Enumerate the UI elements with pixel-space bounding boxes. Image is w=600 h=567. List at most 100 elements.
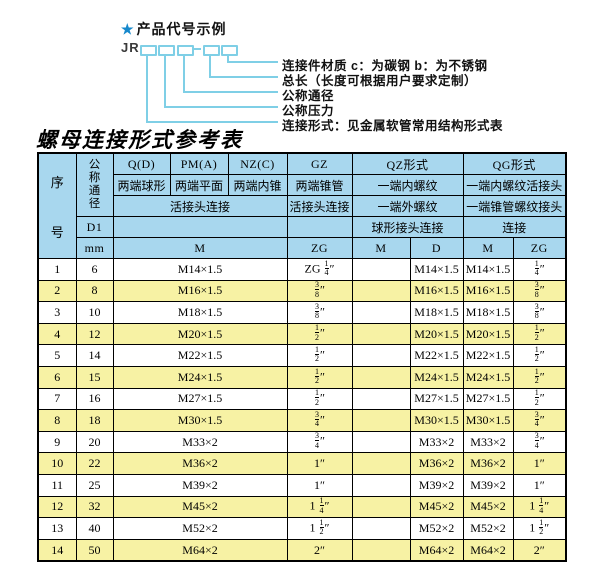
cell-qg_m: M16×1.5: [462, 279, 514, 303]
unit-header-qz-d: D: [409, 237, 464, 259]
table-row: 1 6 M14×1.5 ZG 1 4 ″ M14×1.5 M14×1.5 1 4 ″: [37, 258, 567, 281]
cell-zg: 1 2 ″: [286, 387, 353, 411]
cell-m: M18×1.5: [112, 301, 288, 324]
subheader-q-ends: 两端球形: [112, 174, 171, 196]
cell-m: M22×1.5: [112, 344, 288, 367]
table-row: 13 40 M52×2 1 1 2 ″ M52×2 M52×2 1 1 2 ″: [37, 517, 567, 540]
connector-line-v1: [146, 54, 148, 123]
cell-zg: 1″: [286, 473, 353, 497]
cell-qg_zg: 1″: [512, 473, 567, 497]
cell-m: M30×1.5: [112, 409, 288, 432]
cell-qz_m: [351, 538, 411, 562]
cell-seq: 1: [37, 258, 77, 281]
cell-qg_m: M33×2: [462, 430, 514, 454]
star-icon: ★: [121, 21, 135, 37]
cell-qz_d: M14×1.5: [409, 258, 464, 281]
cell-seq: 7: [37, 387, 77, 411]
connector-line-h3: [183, 91, 278, 93]
cell-qg_zg: 1″: [512, 452, 567, 475]
connector-line-v5: [227, 54, 229, 63]
col-header-nz: NZ(C): [227, 152, 288, 175]
unit-header-zg: ZG: [286, 237, 353, 259]
unit-header-m: M: [112, 237, 288, 259]
table-row: 8 18 M30×1.5 3 4 ″ M30×1.5 M30×1.5 3 4 ″: [37, 409, 567, 432]
cell-qg_zg: 1 4 ″: [512, 258, 567, 281]
cell-qz_m: [351, 279, 411, 303]
cell-qz_m: [351, 258, 411, 281]
connector-line-h1: [146, 121, 278, 123]
cell-qg_m: M39×2: [462, 473, 514, 497]
cell-m: M33×2: [112, 430, 288, 454]
cell-qg_zg: 1 2 ″: [512, 344, 567, 367]
unit-header-qz-m: M: [351, 237, 411, 259]
cell-qg_zg: 1 1 4 ″: [512, 495, 567, 519]
cell-seq: 12: [37, 495, 77, 519]
cell-qz_m: [351, 495, 411, 519]
cell-qg_zg: 1 1 2 ″: [512, 517, 567, 540]
col-header-gz: GZ: [286, 152, 353, 175]
cell-qg_zg: 2″: [512, 538, 567, 562]
table-row: 14 50 M64×2 2″ M64×2 M64×2 2″: [37, 538, 567, 562]
subheader-qz-outer-thread: 一端外螺纹: [351, 195, 464, 217]
table-row: 10 22 M36×2 1″ M36×2 M36×2 1″: [37, 452, 567, 475]
cell-seq: 4: [37, 322, 77, 346]
cell-qz_d: M20×1.5: [409, 322, 464, 346]
diagram-label-material: 连接件材质 c：为碳钢 b：为不锈钢: [282, 59, 488, 73]
table-row: 9 20 M33×2 3 4 ″ M33×2 M33×2 3 4 ″: [37, 430, 567, 454]
table-row: 5 14 M22×1.5 1 2 ″ M22×1.5 M22×1.5 1 2 ″: [37, 344, 567, 367]
code-dash: [193, 48, 201, 50]
cell-zg: 1 1 4 ″: [286, 495, 353, 519]
code-box-2: [158, 45, 175, 56]
cell-qz_m: [351, 301, 411, 324]
diagram-label-diameter: 公称通径: [282, 89, 335, 103]
cell-qz_m: [351, 409, 411, 432]
unit-header-mm: mm: [75, 237, 114, 259]
cell-m: M27×1.5: [112, 387, 288, 411]
subheader-qg-connection: 连接: [462, 216, 567, 238]
cell-qg_zg: 3 4 ″: [512, 409, 567, 432]
cell-qz_d: M39×2: [409, 473, 464, 497]
cell-seq: 2: [37, 279, 77, 303]
cell-qz_d: M22×1.5: [409, 344, 464, 367]
table-row: 12 32 M45×2 1 1 4 ″ M45×2 M45×2 1 1 4 ″: [37, 495, 567, 519]
code-box-3: [177, 45, 194, 56]
cell-seq: 11: [37, 473, 77, 497]
subheader-nz-ends: 两端内锥: [227, 174, 288, 196]
cell-dn_mm: 50: [75, 538, 114, 562]
cell-zg: 3 4 ″: [286, 409, 353, 432]
table-row: 6 15 M24×1.5 1 2 ″ M24×1.5 M24×1.5 1 2 ″: [37, 365, 567, 389]
table-row: 3 10 M18×1.5 3 8 ″ M18×1.5 M18×1.5 3 8 ″: [37, 301, 567, 324]
cell-seq: 13: [37, 517, 77, 540]
cell-qg_zg: 1 2 ″: [512, 387, 567, 411]
unit-header-qg-m: M: [462, 237, 514, 259]
code-box-5: [221, 45, 238, 56]
table-body: 1 6 M14×1.5 ZG 1 4 ″ M14×1.5 M14×1.5 1 4 ″ 2 8 M16×1.…: [37, 258, 567, 562]
subheader-blank-gz: [286, 216, 353, 238]
cell-qg_zg: 3 8 ″: [512, 301, 567, 324]
cell-seq: 5: [37, 344, 77, 367]
cell-dn_mm: 22: [75, 452, 114, 475]
cell-qz_m: [351, 322, 411, 346]
subheader-union-connection: 活接头连接: [112, 195, 288, 217]
cell-dn_mm: 10: [75, 301, 114, 324]
col-header-d1: D1: [75, 216, 114, 238]
diagram-label-pressure: 公称压力: [282, 104, 335, 118]
cell-zg: 1 1 2 ″: [286, 517, 353, 540]
col-header-q: Q(D): [112, 152, 171, 175]
cell-zg: 3 8 ″: [286, 301, 353, 324]
table-row: 7 16 M27×1.5 1 2 ″ M27×1.5 M27×1.5 1 2 ″: [37, 387, 567, 411]
cell-m: M36×2: [112, 452, 288, 475]
cell-zg: 1 2 ″: [286, 365, 353, 389]
cell-m: M52×2: [112, 517, 288, 540]
cell-m: M20×1.5: [112, 322, 288, 346]
cell-qz_m: [351, 452, 411, 475]
cell-qg_m: M27×1.5: [462, 387, 514, 411]
cell-m: M14×1.5: [112, 258, 288, 281]
cell-qz_d: M52×2: [409, 517, 464, 540]
cell-qg_m: M45×2: [462, 495, 514, 519]
cell-m: M24×1.5: [112, 365, 288, 389]
cell-dn_mm: 14: [75, 344, 114, 367]
cell-m: M64×2: [112, 538, 288, 562]
cell-zg: 2″: [286, 538, 353, 562]
